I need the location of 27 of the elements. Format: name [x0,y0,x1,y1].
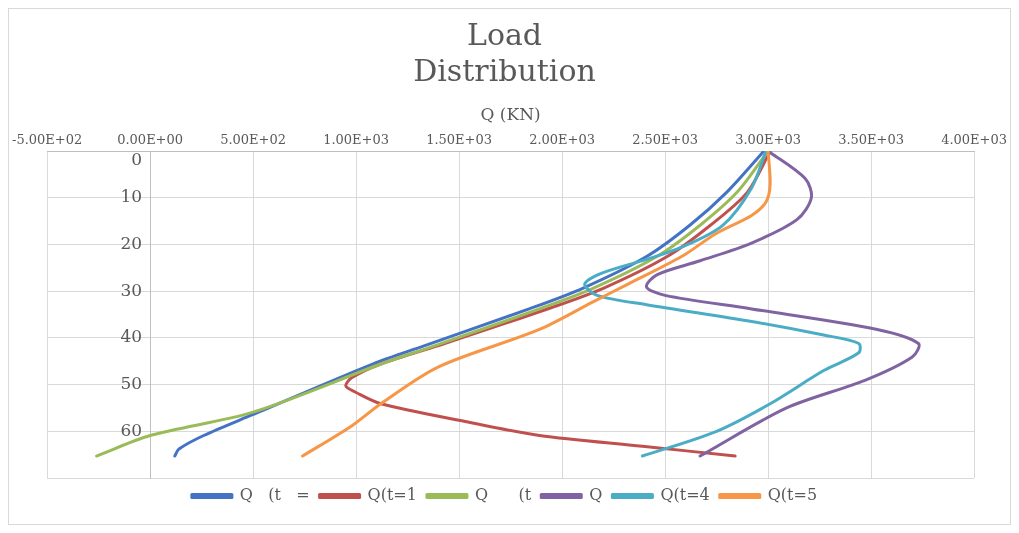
x-axis-title: Q (KN) [480,103,541,124]
x-tick-label: -5.00E+02 [12,131,83,147]
y-tick-label: 50 [120,372,143,393]
x-tick-label: 2.50E+03 [632,131,699,147]
legend-label: Q [589,485,603,505]
legend-label: Q(t=4 [660,485,710,505]
x-tick-label: 4.00E+03 [941,131,1007,147]
line-series [583,151,862,458]
legend-label: Q (t = [239,485,310,505]
legend-label: Q(t=5 [767,485,818,505]
y-tick-label: 60 [120,419,143,440]
y-tick-label: 40 [120,326,143,347]
x-tick-label: 0.00E+00 [117,131,184,147]
y-tick-label: 30 [120,279,143,300]
x-tick-label: 1.50E+03 [426,131,493,147]
x-tick-label: 1.00E+03 [323,131,390,147]
legend-label: Q(t=1 [367,485,417,505]
y-tick-label: 20 [120,232,143,253]
x-tick-label: 3.50E+03 [838,131,905,147]
legend-label: Q (t [474,485,532,505]
x-tick-label: 2.00E+03 [529,131,596,147]
x-tick-label: 5.00E+02 [220,131,287,147]
x-tick-label: 3.00E+03 [735,131,802,147]
y-tick-label: 10 [120,186,143,207]
chart-title: Load Distribution [413,16,596,88]
y-tick-label: 0 [131,149,143,170]
line-series [645,151,921,458]
